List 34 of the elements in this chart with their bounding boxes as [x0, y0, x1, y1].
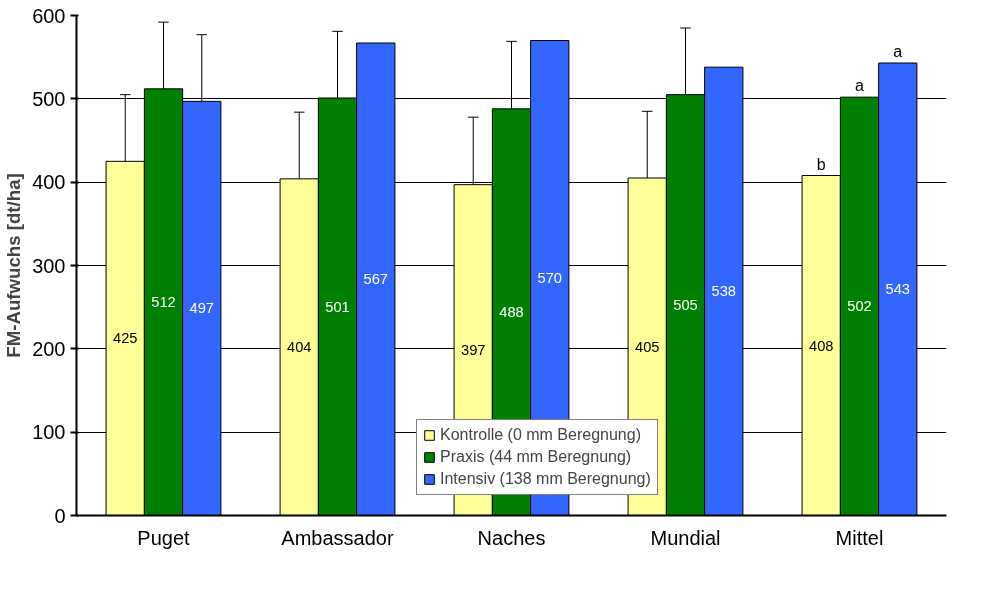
- y-tick-label: 300: [32, 254, 66, 277]
- data-label: 538: [711, 283, 737, 300]
- data-label: 543: [885, 281, 911, 298]
- y-tick-label: 600: [32, 4, 66, 27]
- data-label: 497: [189, 300, 215, 317]
- x-tick-label: Puget: [137, 526, 191, 549]
- y-tick-label: 400: [32, 171, 66, 194]
- x-tick-label: Ambassador: [281, 526, 394, 549]
- annotation: b: [816, 155, 826, 173]
- data-label: 405: [634, 338, 660, 355]
- y-tick-label: 0: [54, 504, 66, 527]
- data-label: 425: [112, 330, 138, 347]
- x-tick-label: Mittel: [835, 526, 884, 549]
- legend-label: Praxis (44 mm Beregnung): [440, 448, 632, 466]
- y-axis-title: FM-Aufwuchs [dt/ha]: [3, 173, 25, 358]
- data-label: 505: [673, 297, 698, 314]
- x-tick-label: Mundial: [650, 526, 721, 549]
- y-tick-label: 200: [32, 337, 66, 360]
- data-label: 501: [325, 298, 350, 315]
- x-tick-label: Naches: [477, 526, 546, 549]
- data-label: 408: [808, 337, 834, 354]
- data-label: 570: [537, 270, 563, 286]
- y-tick-label: 500: [32, 87, 66, 110]
- data-label: 488: [499, 304, 524, 321]
- data-label: 512: [151, 294, 176, 311]
- y-tick-label: 100: [32, 421, 66, 444]
- data-label: 502: [847, 298, 872, 315]
- legend-label: Kontrolle (0 mm Beregnung): [440, 426, 641, 444]
- legend-label: Intensiv (138 mm Beregnung): [440, 470, 651, 488]
- annotation: a: [855, 77, 865, 95]
- data-label: 404: [286, 339, 312, 356]
- annotation: a: [893, 43, 903, 60]
- data-label: 567: [363, 271, 389, 288]
- data-label: 397: [460, 342, 486, 359]
